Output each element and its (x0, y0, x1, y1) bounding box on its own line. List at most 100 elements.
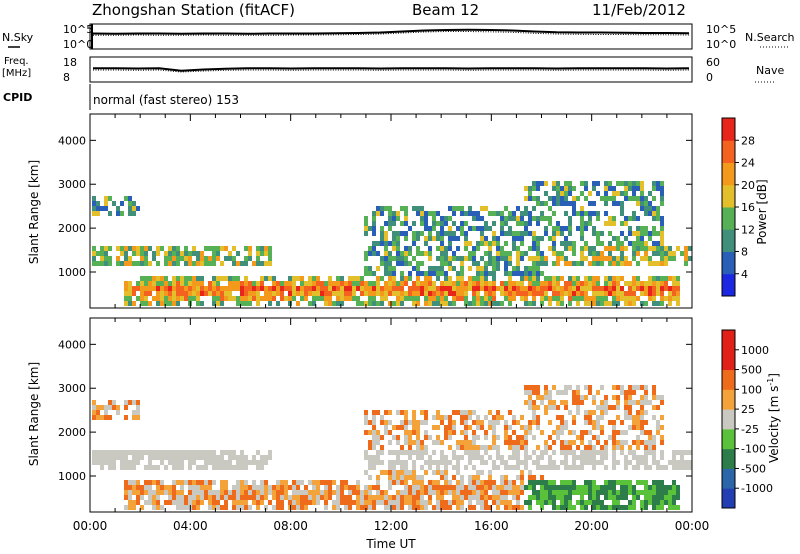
heatmap-cell (548, 206, 552, 211)
heatmap-cell (480, 455, 484, 460)
heatmap-cell (600, 296, 604, 301)
heatmap-cell (620, 505, 624, 510)
heatmap-cell (536, 455, 540, 460)
heatmap-cell (100, 405, 104, 410)
heatmap-cell (616, 286, 620, 291)
heatmap-cell (560, 291, 564, 296)
heatmap-cell (568, 221, 572, 226)
heatmap-cell (396, 450, 400, 455)
heatmap-cell (184, 455, 188, 460)
heatmap-cell (636, 246, 640, 251)
heatmap-cell (244, 485, 248, 490)
heatmap-cell (136, 485, 140, 490)
heatmap-cell (516, 246, 520, 251)
heatmap-cell (152, 500, 156, 505)
heatmap-cell (532, 490, 536, 495)
heatmap-cell (512, 505, 516, 510)
heatmap-cell (388, 301, 392, 306)
heatmap-cell (280, 286, 284, 291)
heatmap-cell (560, 296, 564, 301)
heatmap-cell (552, 495, 556, 500)
heatmap-cell (308, 276, 312, 281)
heatmap-cell (172, 495, 176, 500)
heatmap-cell (180, 276, 184, 281)
heatmap-cell (548, 216, 552, 221)
heatmap-cell (368, 455, 372, 460)
heatmap-cell (380, 256, 384, 261)
heatmap-cell (144, 480, 148, 485)
heatmap-cell (456, 236, 460, 241)
heatmap-cell (428, 246, 432, 251)
heatmap-cell (312, 490, 316, 495)
heatmap-cell (444, 485, 448, 490)
heatmap-cell (404, 410, 408, 415)
heatmap-cell (532, 296, 536, 301)
heatmap-cell (568, 241, 572, 246)
heatmap-cell (684, 256, 688, 261)
heatmap-cell (540, 465, 544, 470)
heatmap-cell (388, 410, 392, 415)
heatmap-cell (584, 455, 588, 460)
heatmap-cell (200, 500, 204, 505)
heatmap-cell (472, 485, 476, 490)
heatmap-cell (404, 211, 408, 216)
heatmap-cell (448, 276, 452, 281)
heatmap-cell (524, 186, 528, 191)
heatmap-cell (412, 430, 416, 435)
heatmap-cell (520, 231, 524, 236)
heatmap-cell (316, 480, 320, 485)
heatmap-cell (612, 236, 616, 241)
heatmap-cell (556, 435, 560, 440)
heatmap-cell (572, 201, 576, 206)
heatmap-cell (456, 500, 460, 505)
heatmap-cell (180, 296, 184, 301)
heatmap-cell (544, 291, 548, 296)
heatmap-cell (472, 455, 476, 460)
heatmap-cell (628, 505, 632, 510)
heatmap-cell (536, 241, 540, 246)
heatmap-cell (368, 286, 372, 291)
heatmap-cell (592, 186, 596, 191)
heatmap-cell (416, 485, 420, 490)
heatmap-cell (644, 301, 648, 306)
heatmap-cell (632, 246, 636, 251)
heatmap-cell (636, 251, 640, 256)
heatmap-cell (600, 415, 604, 420)
heatmap-cell (440, 251, 444, 256)
heatmap-cell (228, 286, 232, 291)
heatmap-cell (396, 251, 400, 256)
heatmap-cell (472, 216, 476, 221)
colorbar-tick-label: 12 (741, 223, 755, 236)
heatmap-cell (240, 495, 244, 500)
heatmap-cell (636, 236, 640, 241)
heatmap-cell (512, 216, 516, 221)
heatmap-cell (384, 495, 388, 500)
heatmap-cell (448, 281, 452, 286)
y-tick-label: 2000 (58, 426, 86, 439)
heatmap-cell (556, 490, 560, 495)
heatmap-cell (440, 256, 444, 261)
heatmap-cell (604, 221, 608, 226)
heatmap-cell (600, 450, 604, 455)
heatmap-cell (404, 231, 408, 236)
heatmap-cell (632, 296, 636, 301)
heatmap-cell (380, 261, 384, 266)
heatmap-cell (456, 256, 460, 261)
heatmap-cell (420, 440, 424, 445)
heatmap-cell (404, 276, 408, 281)
heatmap-cell (672, 276, 676, 281)
heatmap-cell (572, 211, 576, 216)
heatmap-cell (108, 256, 112, 261)
heatmap-cell (296, 286, 300, 291)
heatmap-cell (260, 296, 264, 301)
heatmap-cell (636, 480, 640, 485)
heatmap-cell (560, 256, 564, 261)
heatmap-cell (456, 271, 460, 276)
heatmap-cell (528, 191, 532, 196)
heatmap-cell (540, 480, 544, 485)
heatmap-cell (652, 415, 656, 420)
heatmap-cell (156, 251, 160, 256)
heatmap-cell (576, 465, 580, 470)
heatmap-cell (224, 291, 228, 296)
heatmap-cell (424, 410, 428, 415)
